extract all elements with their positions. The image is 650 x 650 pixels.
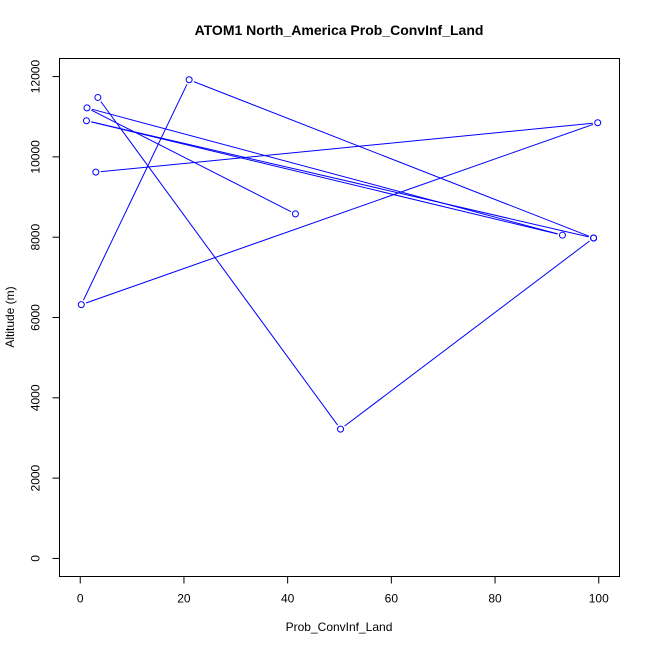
y-tick-label: 10000 xyxy=(29,140,43,174)
data-point xyxy=(82,117,90,125)
data-point xyxy=(291,210,299,218)
x-tick-label: 80 xyxy=(488,592,502,606)
x-tick-label: 40 xyxy=(281,592,295,606)
series-segment xyxy=(91,109,292,213)
data-point xyxy=(558,231,566,239)
x-tick-label: 60 xyxy=(385,592,399,606)
series-segment xyxy=(100,101,338,426)
series-segment xyxy=(82,84,188,301)
y-axis-label: Altitude (m) xyxy=(3,286,17,347)
data-point xyxy=(590,234,598,242)
x-tick-label: 20 xyxy=(177,592,191,606)
x-tick-label: 0 xyxy=(77,592,84,606)
data-point xyxy=(594,119,602,127)
y-tick-label: 12000 xyxy=(29,60,43,94)
chart-title: ATOM1 North_America Prob_ConvInf_Land xyxy=(195,22,484,38)
x-axis: 0 20 40 60 80 100 xyxy=(77,576,609,606)
series-segment xyxy=(344,240,590,427)
y-tick-label: 0 xyxy=(29,555,43,562)
y-tick-label: 4000 xyxy=(29,384,43,411)
series-segment xyxy=(91,121,589,238)
series-segment xyxy=(193,81,590,237)
plot-area xyxy=(77,76,602,433)
y-tick-label: 6000 xyxy=(29,304,43,331)
data-point xyxy=(83,104,91,112)
data-point xyxy=(77,301,85,309)
data-point xyxy=(337,425,345,433)
data-point xyxy=(92,168,100,176)
y-tick-label: 2000 xyxy=(29,464,43,491)
series-segment xyxy=(91,121,558,235)
x-tick-label: 100 xyxy=(589,592,609,606)
y-axis: 0 2000 4000 6000 8000 10000 12000 xyxy=(29,60,60,562)
y-tick-label: 8000 xyxy=(29,224,43,251)
series-segment xyxy=(100,122,593,173)
data-point xyxy=(94,93,102,101)
series-segment xyxy=(85,123,594,304)
data-point xyxy=(185,76,193,84)
x-axis-label: Prob_ConvInf_Land xyxy=(286,620,393,634)
series-segment xyxy=(91,108,558,235)
